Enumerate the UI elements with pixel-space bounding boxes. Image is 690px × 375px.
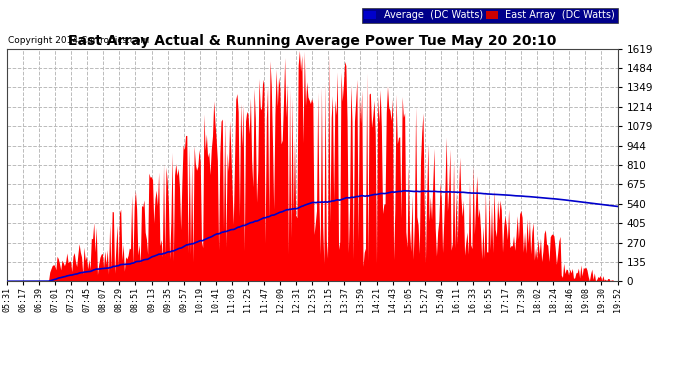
Text: Copyright 2014 Cartronics.com: Copyright 2014 Cartronics.com [8, 36, 150, 45]
Title: East Array Actual & Running Average Power Tue May 20 20:10: East Array Actual & Running Average Powe… [68, 34, 556, 48]
Legend: Average  (DC Watts), East Array  (DC Watts): Average (DC Watts), East Array (DC Watts… [362, 8, 618, 23]
